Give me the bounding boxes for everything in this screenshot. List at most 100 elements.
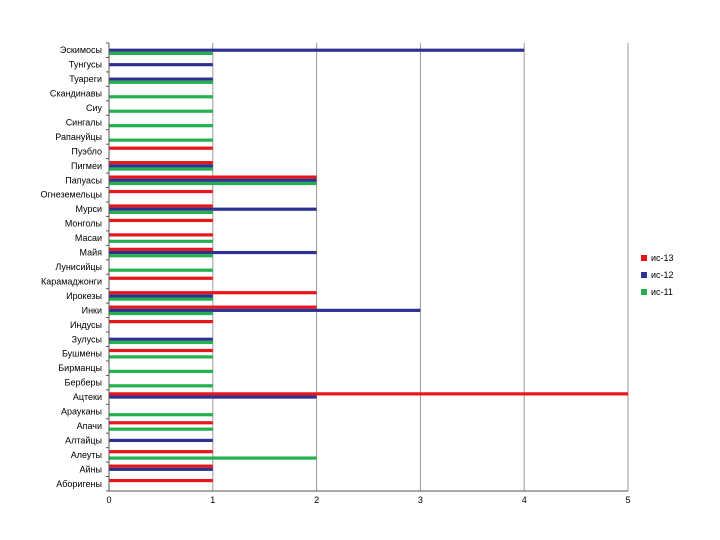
category-label: Айны bbox=[80, 464, 102, 474]
bar-ис-12-27 bbox=[109, 438, 213, 443]
bar-ис-11-5 bbox=[109, 124, 213, 128]
category-label: Ацтеки bbox=[73, 392, 102, 402]
bar-ис-11-2 bbox=[109, 80, 213, 84]
bar-ис-13-29 bbox=[109, 464, 213, 468]
category-label: Монголы bbox=[65, 219, 102, 229]
category-label: Апачи bbox=[77, 421, 102, 431]
legend-swatch-ис-11 bbox=[641, 289, 647, 295]
bar-ис-13-11 bbox=[109, 204, 213, 208]
bar-ис-13-7 bbox=[109, 146, 213, 150]
bar-ис-12-8 bbox=[109, 164, 213, 168]
category-label: Аборигены bbox=[56, 479, 102, 489]
x-tick-label: 5 bbox=[625, 495, 630, 505]
bar-ис-13-19 bbox=[109, 320, 213, 324]
legend-label: ис-13 bbox=[651, 253, 674, 263]
bar-ис-12-11 bbox=[109, 207, 317, 211]
bar-ис-13-16 bbox=[109, 276, 213, 280]
legend-swatch-ис-13 bbox=[641, 255, 647, 261]
bar-ис-13-12 bbox=[109, 218, 213, 223]
category-label: Сиу bbox=[86, 103, 103, 113]
x-tick-label: 4 bbox=[522, 495, 527, 505]
gridlines bbox=[212, 43, 629, 491]
bar-ис-11-15 bbox=[109, 268, 213, 272]
bar-ис-13-8 bbox=[109, 161, 213, 165]
axes bbox=[106, 42, 628, 492]
bar-ис-13-24 bbox=[109, 392, 628, 396]
category-label: Инки bbox=[82, 305, 102, 315]
bar-ис-13-9 bbox=[109, 175, 317, 179]
bar-ис-11-25 bbox=[109, 413, 213, 417]
bar-ис-12-2 bbox=[109, 77, 213, 81]
category-label: Тунгусы bbox=[69, 60, 102, 70]
bar-ис-13-10 bbox=[109, 189, 213, 194]
category-label: Бирманцы bbox=[58, 363, 102, 373]
bar-ис-12-14 bbox=[109, 250, 317, 255]
bar-ис-12-1 bbox=[109, 63, 213, 67]
category-labels: Эскимосы Тунгусы Туареги Скандинавы Сиу Синга… bbox=[40, 45, 102, 489]
bar-ис-13-13 bbox=[109, 233, 213, 237]
legend-label: ис-11 bbox=[651, 287, 673, 297]
bar-ис-11-28 bbox=[109, 456, 317, 460]
x-tick-label: 1 bbox=[210, 495, 215, 505]
bar-ис-13-28 bbox=[109, 450, 213, 454]
category-label: Пуэбло bbox=[71, 146, 102, 156]
legend-label: ис-12 bbox=[651, 270, 674, 280]
bar-ис-12-9 bbox=[109, 178, 317, 182]
bar-ис-13-14 bbox=[109, 247, 213, 251]
x-tick-labels: 0 1 2 3 4 5 bbox=[106, 495, 630, 505]
category-label: Алтайцы bbox=[65, 435, 102, 445]
bar-ис-11-21 bbox=[109, 355, 213, 359]
bar-ис-11-8 bbox=[109, 167, 213, 171]
bar-ис-11-26 bbox=[109, 427, 213, 431]
category-label: Эскимосы bbox=[60, 45, 102, 55]
bar-ис-12-29 bbox=[109, 467, 213, 471]
bar-ис-11-17 bbox=[109, 297, 213, 301]
bar-ис-11-4 bbox=[109, 109, 213, 113]
bar-ис-13-21 bbox=[109, 348, 213, 353]
legend-swatch-ис-12 bbox=[641, 272, 647, 278]
bar-ис-11-3 bbox=[109, 95, 213, 99]
bar-ис-11-20 bbox=[109, 340, 213, 345]
bar-ис-11-23 bbox=[109, 384, 213, 388]
category-label: Алеуты bbox=[71, 450, 102, 460]
bar-ис-12-17 bbox=[109, 294, 213, 298]
bar-ис-13-18 bbox=[109, 305, 317, 309]
x-tick-label: 0 bbox=[106, 495, 111, 505]
category-label: Папуасы bbox=[65, 175, 102, 185]
bar-ис-11-0 bbox=[109, 51, 213, 56]
bar-ис-11-22 bbox=[109, 369, 213, 373]
category-label: Берберы bbox=[65, 378, 102, 388]
bar-ис-13-17 bbox=[109, 291, 317, 295]
bar-ис-11-11 bbox=[109, 210, 213, 214]
bar-ис-12-20 bbox=[109, 337, 213, 341]
x-tick-label: 2 bbox=[314, 495, 319, 505]
legend: ис-13 ис-12 ис-11 bbox=[641, 253, 674, 297]
category-label: Масаи bbox=[75, 233, 102, 243]
category-label: Карамаджонги bbox=[41, 276, 102, 286]
bars bbox=[109, 48, 628, 483]
category-label: Пигмеи bbox=[71, 161, 102, 171]
category-label: Лунисийцы bbox=[55, 262, 102, 272]
category-label: Мурси bbox=[75, 204, 102, 214]
bar-ис-12-18 bbox=[109, 308, 421, 312]
category-label: Ирокезы bbox=[66, 291, 102, 301]
bar-ис-11-13 bbox=[109, 239, 213, 243]
bar-ис-11-6 bbox=[109, 138, 213, 142]
bar-ис-13-26 bbox=[109, 421, 213, 425]
bar-ис-12-0 bbox=[109, 48, 525, 52]
category-label: Зулусы bbox=[72, 334, 102, 344]
category-label: Арауканы bbox=[61, 407, 102, 417]
bar-ис-11-9 bbox=[109, 181, 317, 186]
category-label: Скандинавы bbox=[50, 89, 102, 99]
category-label: Туареги bbox=[69, 74, 102, 84]
category-label: Огнеземельцы bbox=[40, 190, 102, 200]
category-label: Рапануйцы bbox=[55, 132, 102, 142]
category-label: Сингалы bbox=[66, 117, 102, 127]
category-label: Майя bbox=[79, 248, 102, 258]
category-label: Индусы bbox=[70, 320, 102, 330]
bar-ис-11-14 bbox=[109, 254, 213, 258]
x-tick-label: 3 bbox=[418, 495, 423, 505]
bar-ис-12-24 bbox=[109, 395, 317, 399]
bar-ис-11-18 bbox=[109, 311, 213, 316]
